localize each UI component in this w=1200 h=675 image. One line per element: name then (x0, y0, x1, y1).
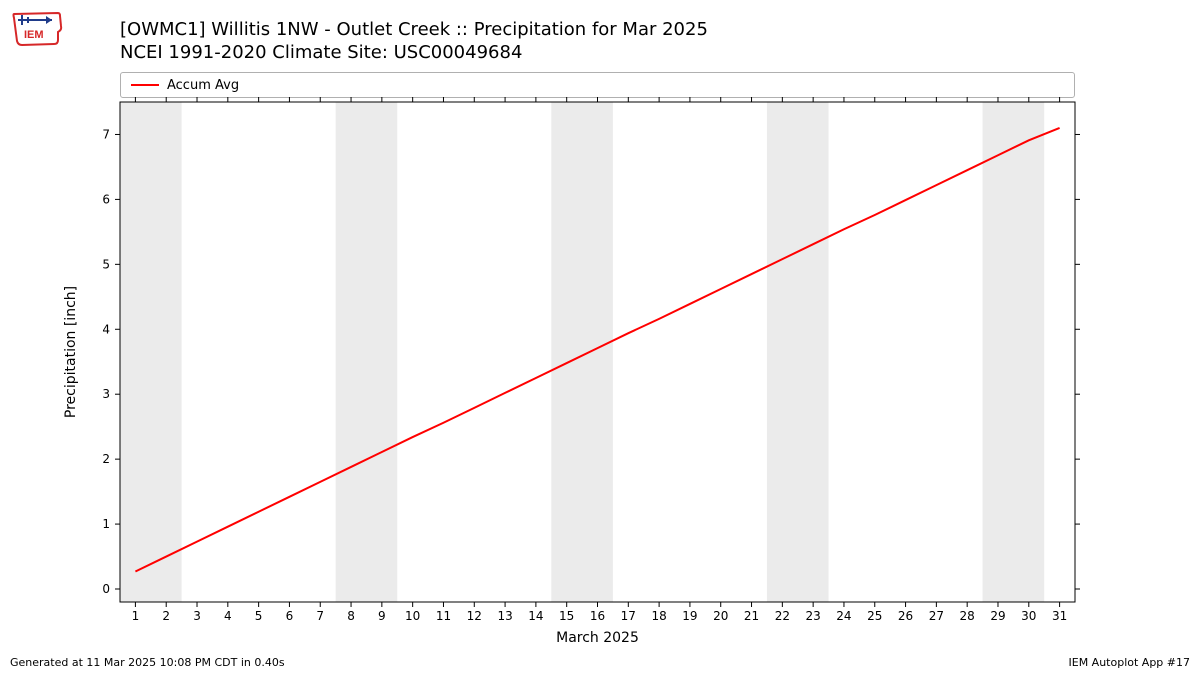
svg-text:March 2025: March 2025 (556, 630, 639, 646)
svg-text:27: 27 (929, 609, 944, 623)
svg-text:18: 18 (651, 609, 666, 623)
svg-text:31: 31 (1052, 609, 1067, 623)
svg-text:14: 14 (528, 609, 543, 623)
svg-text:6: 6 (286, 609, 294, 623)
chart-title-block: [OWMC1] Willitis 1NW - Outlet Creek :: P… (120, 18, 708, 65)
svg-text:29: 29 (990, 609, 1005, 623)
svg-text:26: 26 (898, 609, 913, 623)
svg-text:9: 9 (378, 609, 386, 623)
svg-text:1: 1 (102, 517, 110, 531)
svg-text:7: 7 (316, 609, 324, 623)
svg-text:28: 28 (960, 609, 975, 623)
svg-text:25: 25 (867, 609, 882, 623)
svg-text:5: 5 (255, 609, 263, 623)
svg-text:22: 22 (775, 609, 790, 623)
svg-text:13: 13 (497, 609, 512, 623)
svg-text:15: 15 (559, 609, 574, 623)
svg-text:23: 23 (806, 609, 821, 623)
chart-title-line1: [OWMC1] Willitis 1NW - Outlet Creek :: P… (120, 18, 708, 41)
svg-text:16: 16 (590, 609, 605, 623)
svg-text:30: 30 (1021, 609, 1036, 623)
svg-text:21: 21 (744, 609, 759, 623)
legend-label: Accum Avg (167, 78, 239, 93)
svg-text:17: 17 (621, 609, 636, 623)
footer-generated-text: Generated at 11 Mar 2025 10:08 PM CDT in… (10, 656, 285, 669)
svg-text:11: 11 (436, 609, 451, 623)
svg-text:4: 4 (102, 322, 110, 336)
svg-text:3: 3 (102, 387, 110, 401)
chart-title-line2: NCEI 1991-2020 Climate Site: USC00049684 (120, 41, 708, 64)
svg-text:24: 24 (836, 609, 851, 623)
svg-text:1: 1 (132, 609, 140, 623)
svg-text:6: 6 (102, 192, 110, 206)
svg-text:0: 0 (102, 582, 110, 596)
svg-text:2: 2 (162, 609, 170, 623)
svg-text:4: 4 (224, 609, 232, 623)
svg-text:19: 19 (682, 609, 697, 623)
legend-swatch (131, 84, 159, 86)
svg-text:Precipitation [inch]: Precipitation [inch] (63, 286, 79, 418)
svg-text:5: 5 (102, 257, 110, 271)
svg-text:12: 12 (467, 609, 482, 623)
svg-text:7: 7 (102, 127, 110, 141)
svg-text:IEM: IEM (24, 29, 44, 41)
svg-text:20: 20 (713, 609, 728, 623)
precipitation-chart: 0123456712345678910111213141516171819202… (50, 97, 1085, 652)
iem-logo: IEM (8, 8, 68, 48)
svg-text:10: 10 (405, 609, 420, 623)
svg-text:2: 2 (102, 452, 110, 466)
svg-text:8: 8 (347, 609, 355, 623)
svg-text:3: 3 (193, 609, 201, 623)
footer-app-text: IEM Autoplot App #17 (1069, 656, 1191, 669)
chart-legend: Accum Avg (120, 72, 1075, 98)
